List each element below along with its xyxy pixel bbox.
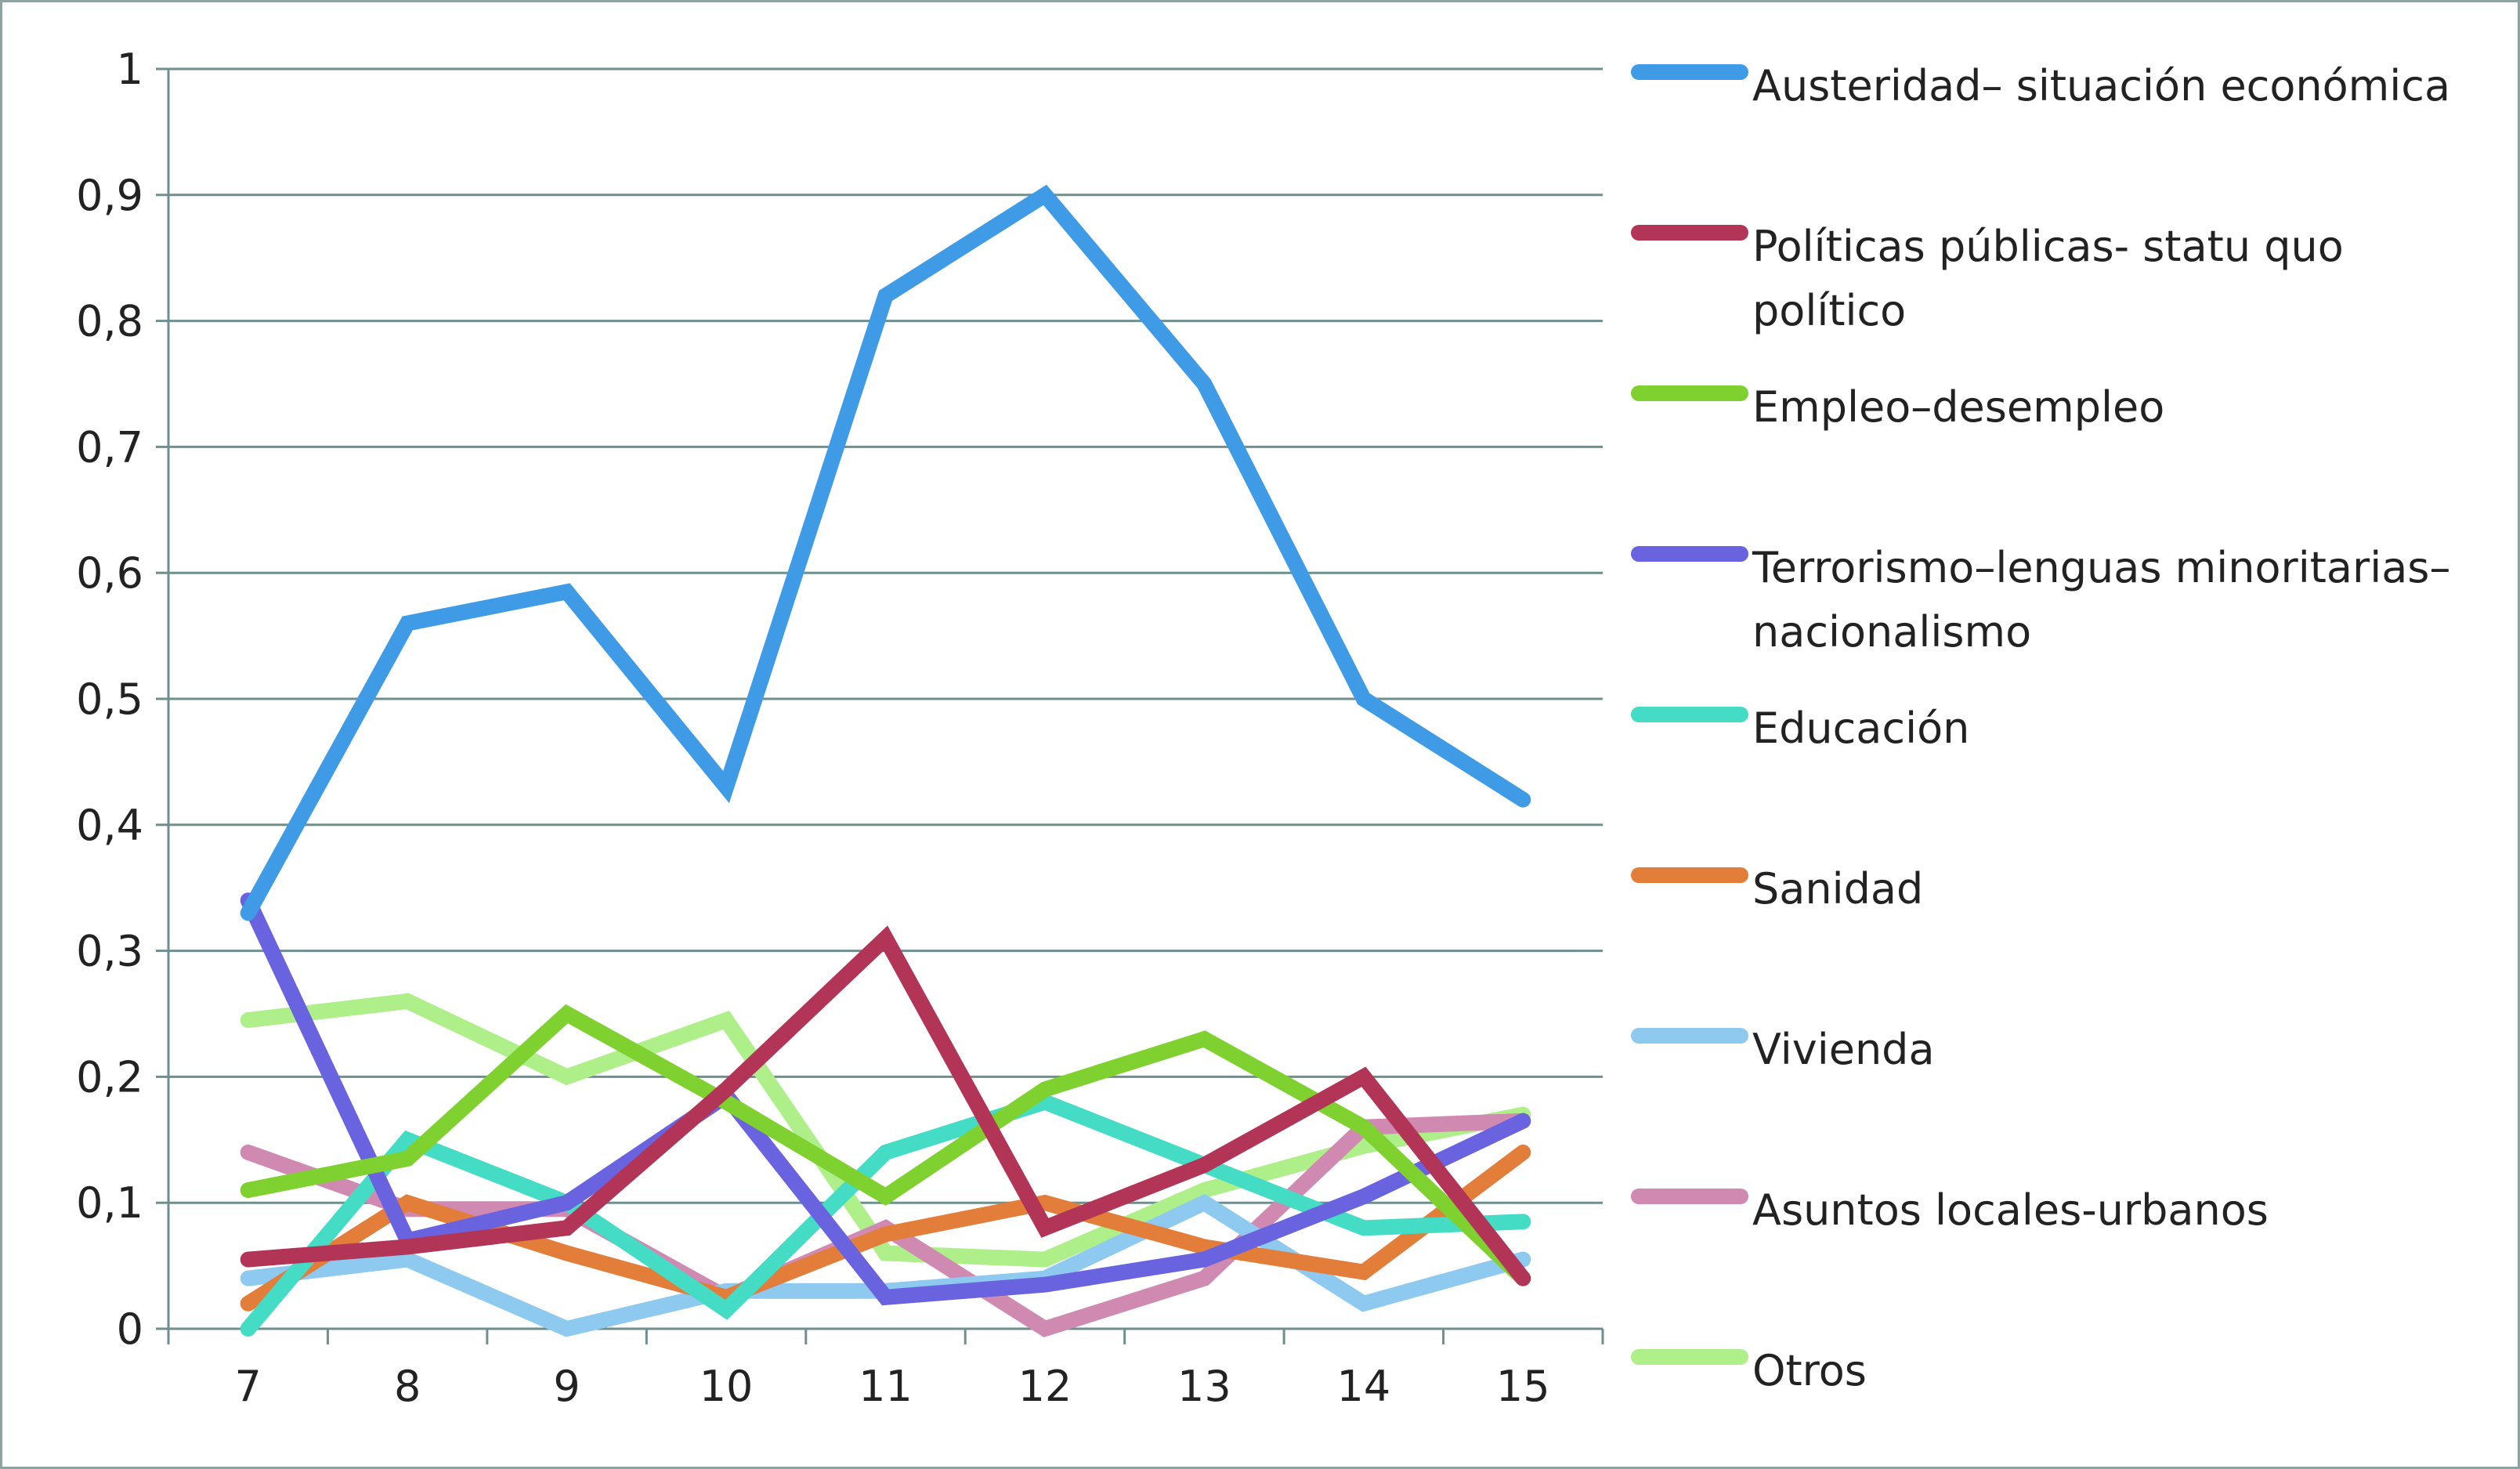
x-tick-label: 14 <box>1336 1362 1390 1411</box>
series-line-6 <box>240 1144 1531 1312</box>
x-tick-label: 9 <box>553 1362 580 1411</box>
legend-label-4: Terrorismo–lenguas minoritarias– <box>1752 543 2450 592</box>
y-tick-label: 0,6 <box>76 548 143 598</box>
legend-label-7: Vivienda <box>1752 1025 1935 1074</box>
y-tick-label: 0,1 <box>76 1178 143 1228</box>
legend-label-3: Empleo–desempleo <box>1752 382 2164 432</box>
legend-label-1: Austeridad– situación económica <box>1752 61 2450 110</box>
x-tick-label: 13 <box>1177 1362 1231 1411</box>
legend-label-9: Otros <box>1752 1346 1867 1395</box>
legend-label-2: Políticas públicas- statu quo <box>1752 222 2344 271</box>
series-line-2 <box>240 925 1531 1286</box>
legend-label-8: Asuntos locales-urbanos <box>1752 1185 2269 1235</box>
x-tick-label: 12 <box>1018 1362 1072 1411</box>
x-tick-label: 8 <box>394 1362 421 1411</box>
y-tick-label: 0,9 <box>76 171 143 220</box>
y-tick-label: 0,5 <box>76 675 143 724</box>
series-line-4 <box>240 892 1531 1306</box>
y-tick-label: 1 <box>117 45 143 94</box>
legend-label-4: nacionalismo <box>1752 607 2031 657</box>
legend-label-6: Sanidad <box>1752 864 1923 914</box>
legend-label-5: Educación <box>1752 704 1969 753</box>
y-tick-label: 0,8 <box>76 297 143 346</box>
x-tick-label: 11 <box>859 1362 913 1411</box>
x-tick-label: 15 <box>1496 1362 1550 1411</box>
y-tick-label: 0,4 <box>76 801 143 850</box>
series-line-5 <box>240 1093 1531 1337</box>
y-tick-label: 0 <box>117 1304 143 1354</box>
x-tick-label: 7 <box>235 1362 262 1411</box>
series-line-9 <box>240 993 1531 1268</box>
y-tick-label: 0,2 <box>76 1052 143 1102</box>
series-line-1 <box>240 184 1531 921</box>
y-tick-label: 0,7 <box>76 422 143 472</box>
x-tick-label: 10 <box>700 1362 754 1411</box>
y-tick-label: 0,3 <box>76 927 143 976</box>
legend-label-2: político <box>1752 286 1906 335</box>
